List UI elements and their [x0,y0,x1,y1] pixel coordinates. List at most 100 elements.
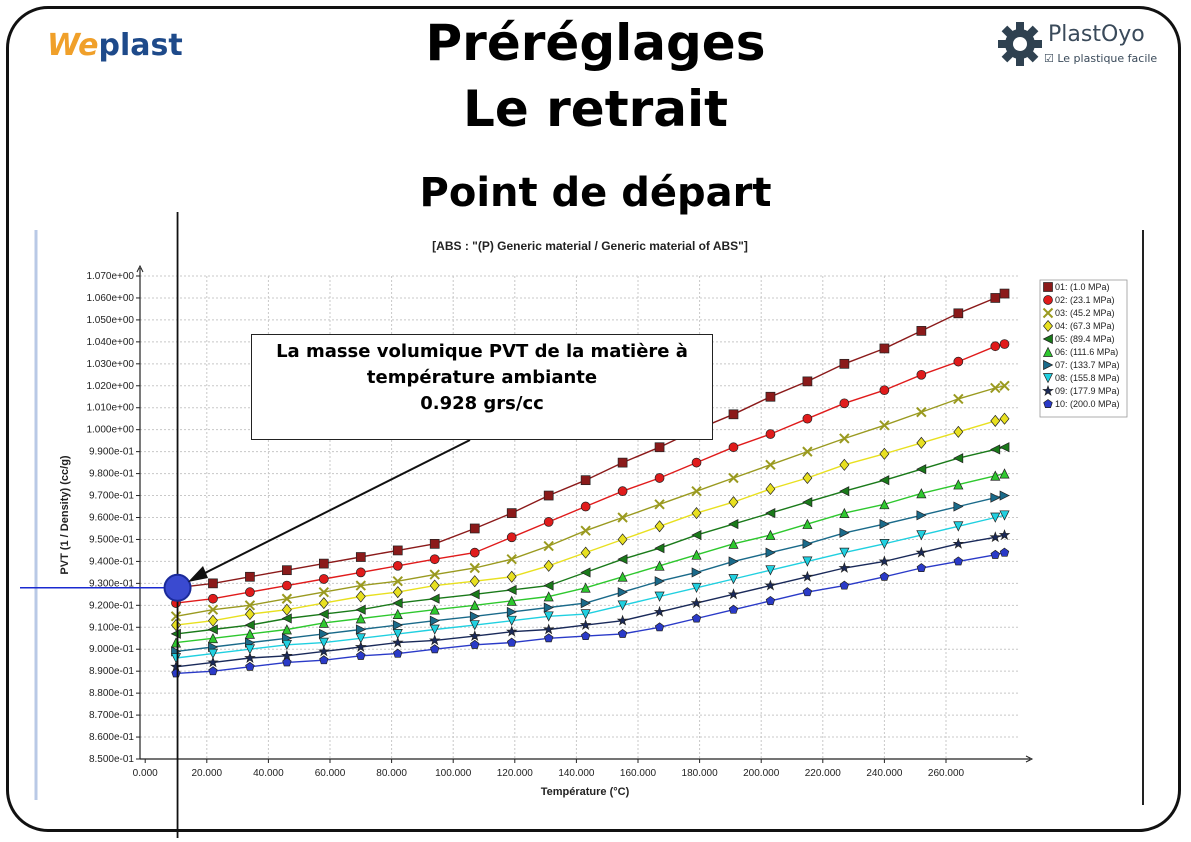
page-title-line2: Le retrait [462,80,729,138]
series-line-9 [175,534,1005,668]
data-point-series-10 [282,657,292,667]
data-point-series-2 [765,429,776,439]
data-point-series-10 [580,631,591,641]
data-point-series-9 [653,605,666,617]
data-point-series-5 [728,519,739,530]
data-point-series-1 [728,409,739,420]
data-point-series-1 [916,326,927,336]
data-point-series-4 [617,533,628,546]
data-point-series-2 [355,567,366,578]
data-point-series-6 [802,518,813,529]
data-point-series-4 [691,507,702,520]
series-line-8 [175,514,1005,659]
data-point-series-6 [691,549,702,560]
data-point-series-4 [765,482,776,496]
legend-label: 05: (89.4 MPa) [1055,334,1115,344]
data-point-series-9 [244,651,256,663]
data-point-series-3 [429,569,440,580]
data-point-series-10 [916,563,927,572]
reading-point-marker [163,573,192,602]
data-point-series-7 [543,602,554,613]
data-point-series-7 [953,501,964,512]
data-point-series-7 [916,510,927,521]
data-point-series-5 [691,529,702,541]
data-point-series-2 [282,580,292,591]
data-point-series-10 [356,650,366,660]
x-axis-label: Température (°C) [541,786,630,798]
y-tick-label: 1.060e+00 [86,293,134,304]
data-point-series-3 [999,380,1010,391]
data-point-series-1 [245,571,255,582]
data-point-series-4 [429,579,440,592]
data-point-series-5 [506,584,517,596]
data-point-series-1 [839,358,850,369]
weplast-logo-plast: plast [98,28,183,63]
data-point-series-4 [999,412,1010,425]
data-point-series-6 [318,617,329,628]
data-point-series-10 [765,595,776,605]
data-point-series-8 [765,565,776,576]
data-point-series-10 [953,556,964,566]
data-point-series-10 [208,666,218,676]
data-point-series-9 [801,570,814,582]
series-line-5 [175,446,1005,635]
data-point-series-8 [999,510,1010,521]
data-point-series-4 [879,447,890,460]
data-point-series-8 [990,512,1001,523]
data-point-series-6 [580,582,591,593]
data-point-series-6 [392,608,403,619]
y-tick-label: 8.500e-01 [89,754,134,765]
x-tick-label: 160.000 [620,768,657,779]
y-tick-label: 9.700e-01 [89,491,134,502]
data-point-series-9 [506,625,518,637]
legend-label: 02: (23.1 MPa) [1055,295,1115,305]
data-point-series-2 [318,574,329,584]
data-point-series-3 [469,562,480,574]
data-point-series-8 [580,609,591,620]
data-point-series-5 [580,567,591,578]
data-point-series-5 [879,475,890,486]
legend-marker [1043,319,1053,333]
data-point-series-5 [916,464,927,475]
data-point-series-8 [802,556,813,567]
data-point-series-2 [617,486,628,497]
data-point-series-8 [839,547,850,558]
weplast-logo: Weplast [47,28,183,63]
data-point-series-7 [318,628,330,639]
x-tick-label: 80.000 [376,768,407,779]
data-point-series-8 [244,644,255,655]
data-point-series-4 [392,586,403,599]
x-tick-label: 20.000 [192,768,223,779]
data-point-series-1 [999,288,1010,299]
data-point-series-2 [802,413,813,424]
data-point-series-5 [989,444,1001,455]
legend-marker [1043,282,1053,292]
data-point-series-10 [691,613,702,623]
data-point-series-8 [691,582,702,594]
data-point-series-9 [838,561,851,573]
data-point-series-2 [654,473,665,483]
data-point-series-9 [468,630,481,641]
data-point-series-7 [580,598,591,609]
data-point-series-3 [765,459,776,471]
data-point-series-1 [429,538,440,549]
y-tick-label: 9.000e-01 [89,644,134,655]
y-tick-label: 8.600e-01 [89,732,134,743]
data-point-series-2 [245,587,255,597]
data-point-series-8 [879,538,890,550]
legend-marker [1043,399,1053,408]
data-point-series-3 [990,382,1001,394]
y-tick-label: 9.500e-01 [89,534,134,545]
data-point-series-9 [207,656,219,668]
data-point-series-8 [506,615,517,626]
y-tick-label: 8.800e-01 [89,688,134,699]
data-point-series-1 [318,558,329,569]
data-point-series-3 [170,611,182,622]
data-point-series-6 [839,507,850,518]
data-point-series-4 [916,436,927,449]
data-point-series-1 [765,391,776,402]
gear-icon [998,22,1042,66]
plastoyo-logo: PlastOyo ☑ Le plastique facile [996,20,1176,70]
y-tick-label: 9.300e-01 [89,578,134,589]
series-line-6 [175,472,1005,644]
